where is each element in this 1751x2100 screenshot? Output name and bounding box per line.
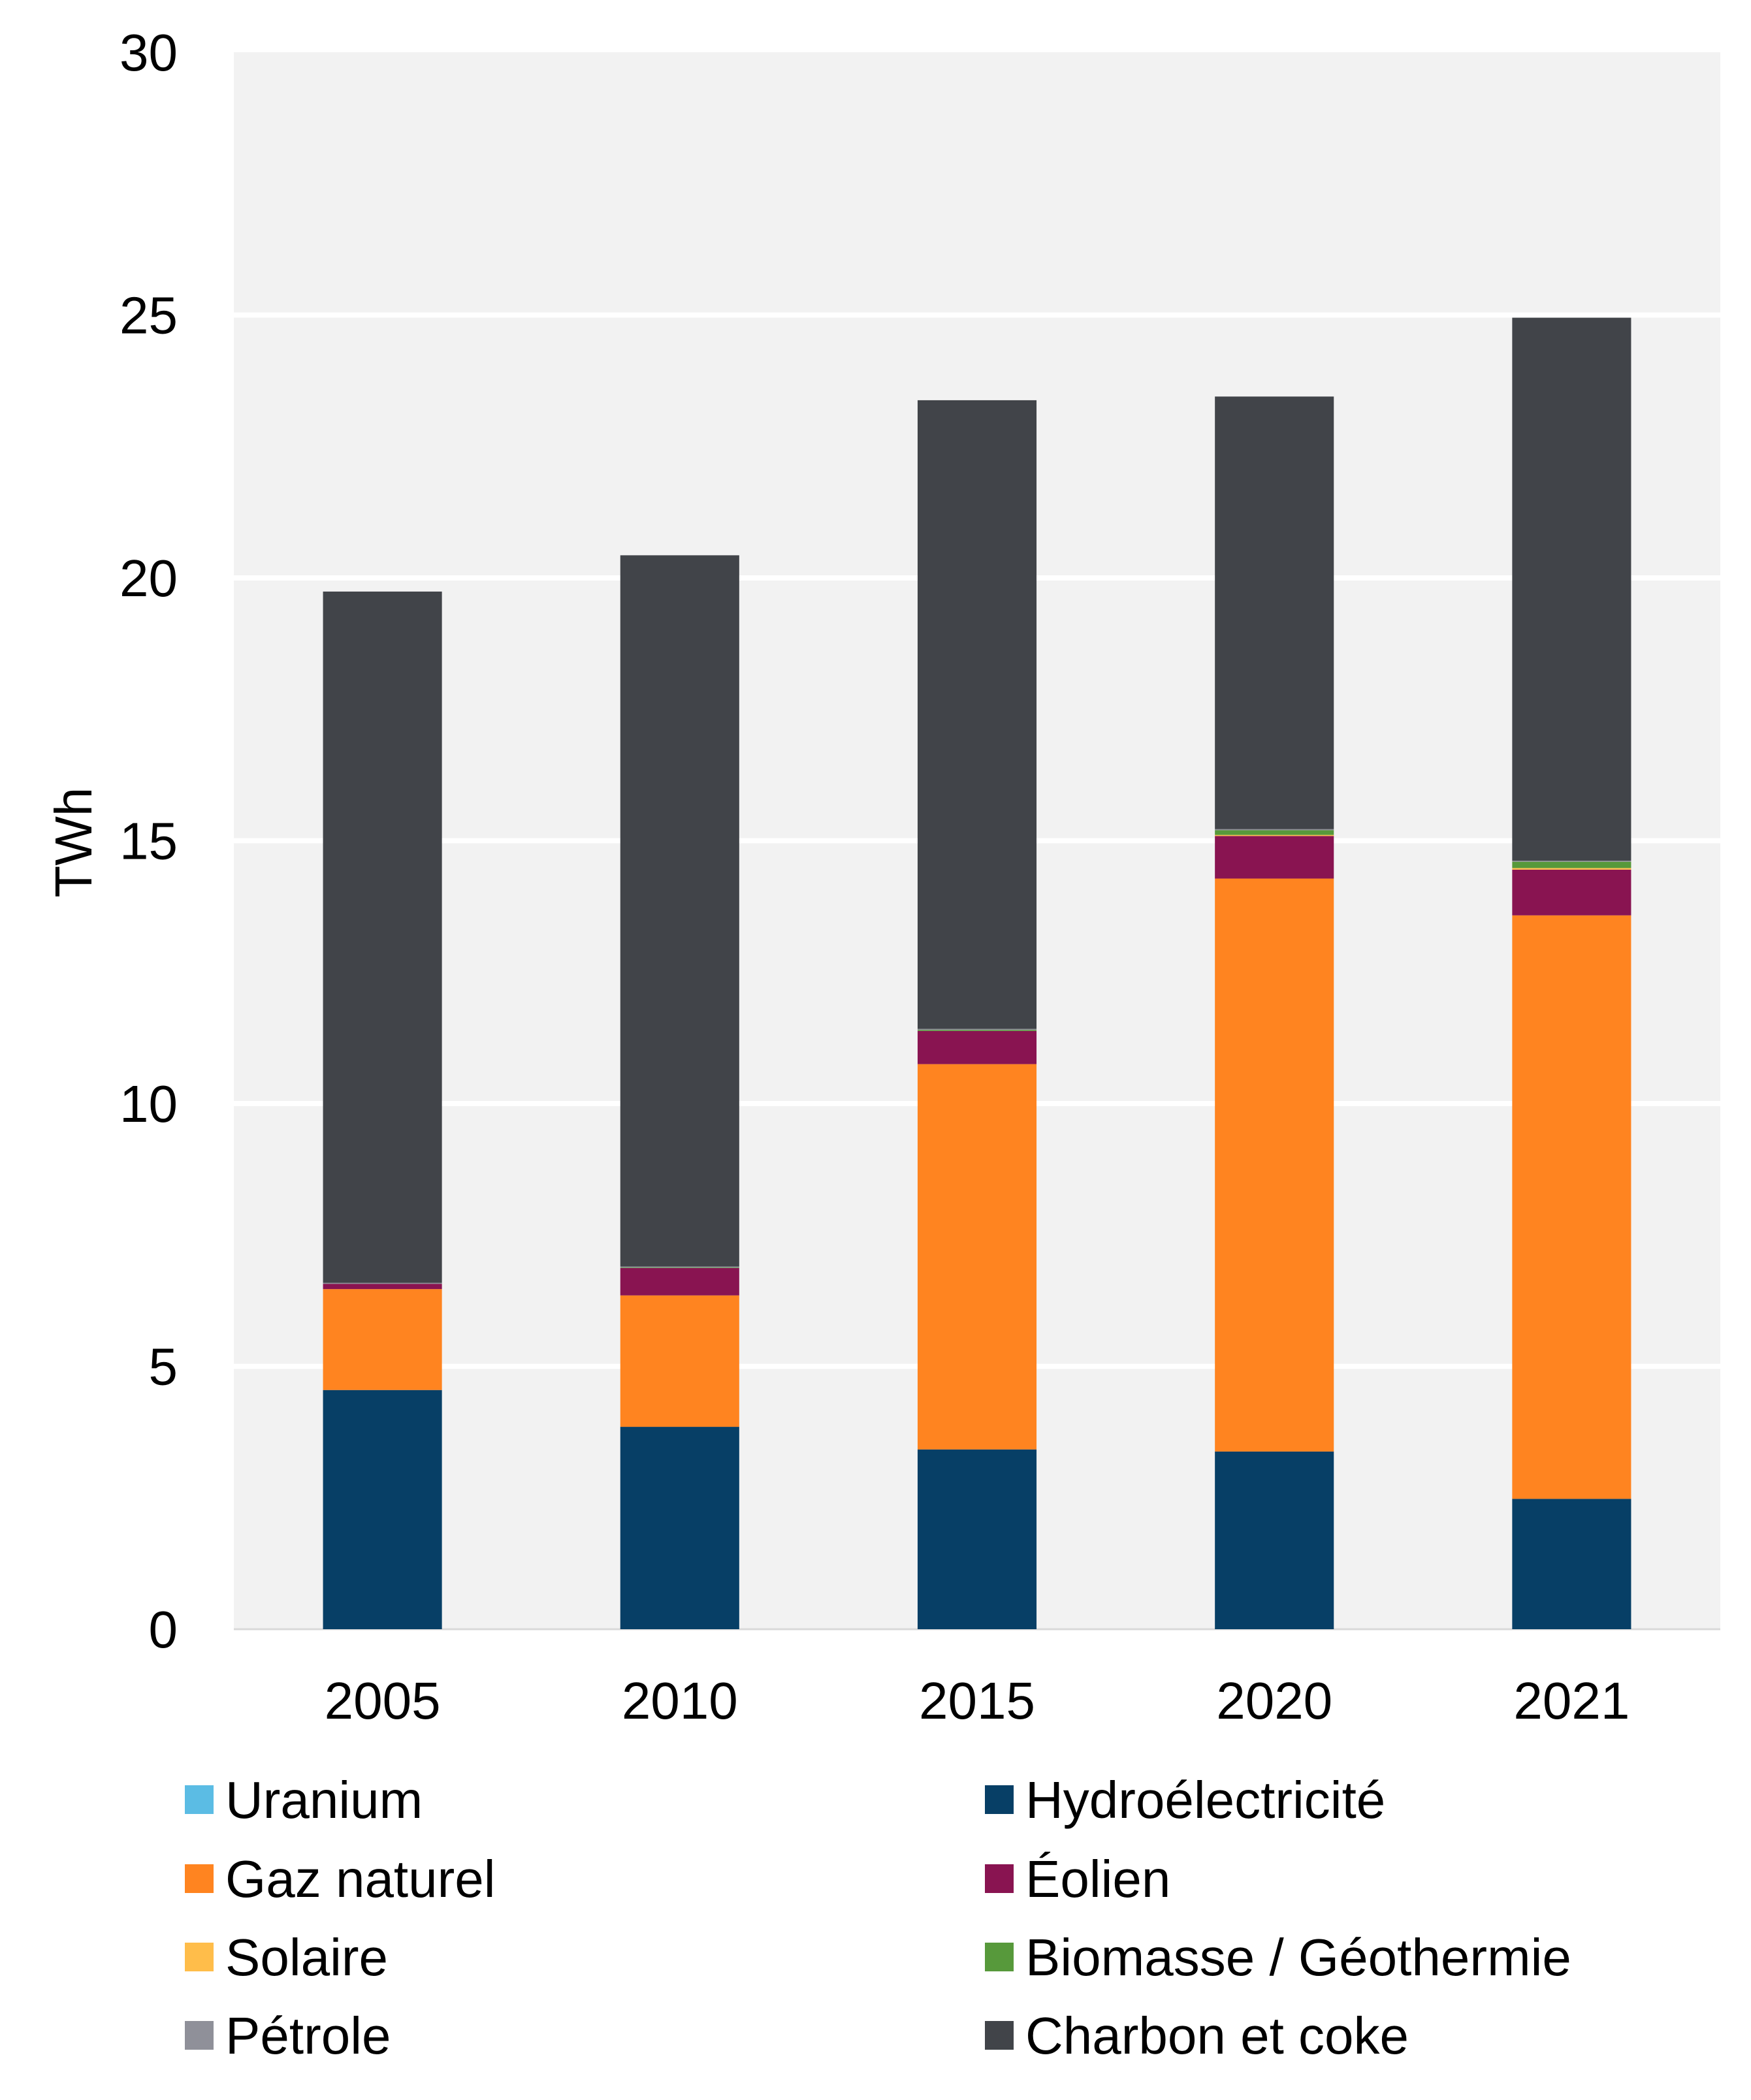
bar-segment-2020-4: [1215, 835, 1334, 836]
bar-segment-2015-6: [917, 1028, 1037, 1030]
legend-label-6: Pétrole: [225, 2007, 391, 2065]
bar-segment-2020-7: [1215, 396, 1334, 829]
y-tick-label: 30: [120, 24, 178, 82]
bar-segment-2020-2: [1215, 878, 1334, 1452]
bar-segment-2021-1: [1512, 1499, 1631, 1629]
legend-swatch-5: [985, 1943, 1014, 1971]
legend-label-0: Uranium: [225, 1771, 423, 1829]
bar-segment-2010-1: [620, 1427, 739, 1629]
bar-segment-2021-5: [1512, 861, 1631, 868]
bar-segment-2015-2: [917, 1064, 1037, 1450]
legend-label-2: Gaz naturel: [225, 1850, 496, 1908]
x-tick-label-2015: 2015: [919, 1672, 1035, 1730]
y-tick-label: 25: [120, 287, 178, 345]
x-axis-ticks: 2005 2010 2015 2020 2021: [325, 1672, 1630, 1730]
y-tick-label: 5: [149, 1338, 178, 1396]
x-tick-label-2010: 2010: [622, 1672, 738, 1730]
legend-label-3: Éolien: [1025, 1850, 1170, 1908]
bar-segment-2010-3: [620, 1267, 739, 1296]
bar-segment-2005-1: [323, 1390, 442, 1629]
legend-swatch-7: [985, 2021, 1014, 2050]
legend-swatch-4: [185, 1943, 214, 1971]
y-tick-label: 20: [120, 549, 178, 607]
bar-segment-2005-3: [323, 1284, 442, 1290]
bar-segment-2020-5: [1215, 830, 1334, 835]
bar-segment-2020-6: [1215, 829, 1334, 831]
bar-segment-2015-1: [917, 1449, 1037, 1629]
bar-segment-2005-2: [323, 1289, 442, 1390]
y-tick-label: 10: [120, 1075, 178, 1133]
bar-segment-2021-7: [1512, 317, 1631, 861]
legend-label-1: Hydroélectricité: [1025, 1771, 1385, 1829]
legend-label-4: Solaire: [225, 1928, 388, 1986]
x-tick-label-2020: 2020: [1216, 1672, 1332, 1730]
bar-segment-2005-7: [323, 591, 442, 1283]
bar-segment-2020-1: [1215, 1451, 1334, 1629]
legend-swatch-6: [185, 2021, 214, 2050]
bar-segment-2021-2: [1512, 915, 1631, 1499]
bar-segment-2010-6: [620, 1266, 739, 1268]
bar-segment-2020-3: [1215, 836, 1334, 879]
bar-segment-2010-7: [620, 555, 739, 1267]
bar-segment-2015-5: [917, 1030, 1037, 1031]
y-axis-ticks: 0 5 10 15 20 25 30: [120, 24, 178, 1659]
bar-segment-2005-6: [323, 1282, 442, 1284]
bar-segment-2015-3: [917, 1030, 1037, 1064]
bar-segment-2015-7: [917, 400, 1037, 1029]
bar-segment-2021-3: [1512, 869, 1631, 915]
bar-segment-2010-5: [620, 1267, 739, 1268]
y-axis-title: TWh: [44, 788, 103, 898]
y-tick-label: 0: [149, 1600, 178, 1659]
y-tick-label: 15: [120, 812, 178, 870]
legend-swatch-0: [185, 1785, 214, 1814]
legend-label-7: Charbon et coke: [1025, 2007, 1409, 2065]
legend: Uranium Hydroélectricité Gaz naturel Éolien…: [185, 1771, 1571, 2065]
x-tick-label-2005: 2005: [325, 1672, 441, 1730]
legend-swatch-3: [985, 1864, 1014, 1893]
legend-swatch-1: [985, 1785, 1014, 1814]
bars: [323, 317, 1631, 1629]
legend-swatch-2: [185, 1864, 214, 1893]
bar-segment-2021-4: [1512, 868, 1631, 870]
x-tick-label-2021: 2021: [1513, 1672, 1630, 1730]
bar-segment-2021-6: [1512, 861, 1631, 862]
legend-label-5: Biomasse / Géothermie: [1025, 1928, 1571, 1986]
bar-segment-2010-2: [620, 1295, 739, 1427]
